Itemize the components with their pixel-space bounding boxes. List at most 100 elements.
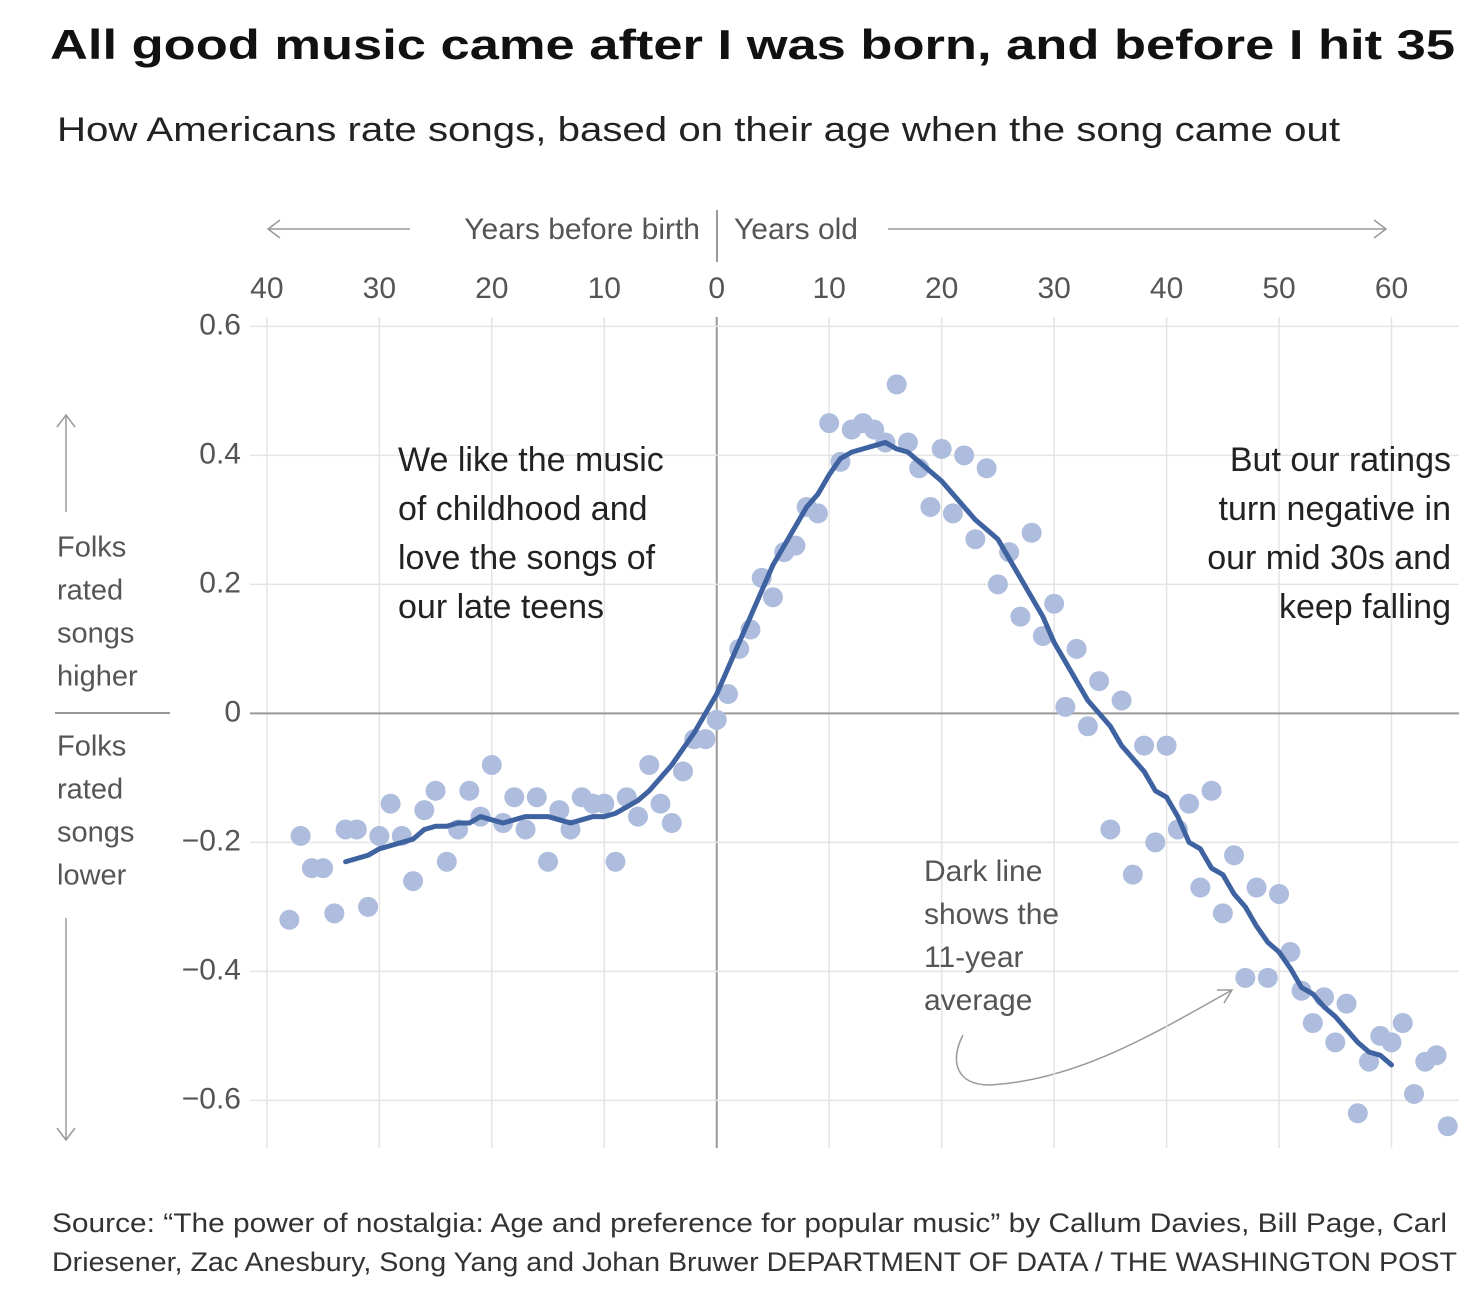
annotation: average xyxy=(924,984,1032,1017)
y-tick-label: −0.4 xyxy=(182,953,241,986)
data-point xyxy=(931,438,952,459)
data-point xyxy=(1077,716,1098,737)
data-point xyxy=(920,496,941,517)
data-point xyxy=(987,574,1008,595)
x-tick-label: 10 xyxy=(588,272,621,305)
y-tick-label: 0.6 xyxy=(199,308,241,341)
data-point xyxy=(436,851,457,872)
data-point xyxy=(459,780,480,801)
data-point xyxy=(1246,877,1267,898)
data-point xyxy=(358,896,379,917)
data-point xyxy=(1089,671,1110,692)
data-point xyxy=(886,374,907,395)
x-tick-label: 50 xyxy=(1262,272,1295,305)
annotation: lower xyxy=(57,860,127,892)
data-point xyxy=(1347,1103,1368,1124)
x-tick-label: 20 xyxy=(475,272,508,305)
annotation: of childhood and xyxy=(398,490,648,528)
data-point xyxy=(1201,780,1222,801)
source: Driesener, Zac Anesbury, Song Yang and J… xyxy=(52,1247,1457,1277)
annotation: our late teens xyxy=(398,588,604,626)
data-point xyxy=(762,587,783,608)
data-point xyxy=(279,909,300,930)
x-tick-label: 40 xyxy=(1150,272,1183,305)
y-tick-label: 0.2 xyxy=(199,566,241,599)
y-tick-label: 0 xyxy=(224,695,241,728)
data-point xyxy=(538,851,559,872)
data-point xyxy=(403,871,424,892)
data-point xyxy=(290,825,311,846)
data-point xyxy=(661,813,682,834)
data-point xyxy=(380,793,401,814)
annotation: keep falling xyxy=(1279,588,1451,626)
average-line xyxy=(343,439,1395,1068)
data-point xyxy=(425,780,446,801)
data-point xyxy=(560,819,581,840)
grid xyxy=(250,317,1459,1148)
annotation: But our ratings xyxy=(1230,441,1451,479)
x-tick-label: 60 xyxy=(1375,272,1408,305)
data-point xyxy=(1291,980,1312,1001)
data-point xyxy=(819,413,840,434)
data-point xyxy=(628,806,649,827)
data-point xyxy=(549,800,570,821)
data-point xyxy=(1134,735,1155,756)
annotation: Dark line xyxy=(924,855,1042,888)
x-tick-label: 0 xyxy=(708,272,725,305)
chart-subtitle: How Americans rate songs, based on their… xyxy=(57,111,1341,149)
data-point xyxy=(976,458,997,479)
y-tick-label: −0.6 xyxy=(182,1082,241,1115)
data-point xyxy=(942,503,963,524)
annotation: our mid 30s and xyxy=(1207,539,1451,577)
data-point xyxy=(324,903,345,924)
data-point xyxy=(346,819,367,840)
data-point xyxy=(526,787,547,808)
annotation: Folks xyxy=(57,731,126,763)
axis-label: Years before birth xyxy=(464,213,700,246)
data-point xyxy=(481,754,502,775)
annotation: rated xyxy=(57,774,123,806)
arrows xyxy=(55,210,1388,1142)
data-point xyxy=(807,503,828,524)
source: Source: “The power of nostalgia: Age and… xyxy=(52,1208,1447,1238)
data-point xyxy=(414,800,435,821)
data-point xyxy=(1055,696,1076,717)
data-point xyxy=(1437,1116,1458,1137)
data-point xyxy=(650,793,671,814)
data-point xyxy=(594,793,615,814)
data-point xyxy=(1359,1051,1380,1072)
data-point xyxy=(965,529,986,550)
y-tick-label: −0.2 xyxy=(182,824,241,857)
data-point xyxy=(313,858,334,879)
data-point xyxy=(1235,967,1256,988)
data-point xyxy=(1224,845,1245,866)
annotation: rated xyxy=(57,575,123,607)
annotation: songs xyxy=(57,618,134,650)
data-point xyxy=(1302,1012,1323,1033)
chart-title: All good music came after I was born, an… xyxy=(50,21,1455,68)
annotation: love the songs of xyxy=(398,539,656,577)
data-point xyxy=(897,432,918,453)
data-point xyxy=(1145,832,1166,853)
x-tick-label: 10 xyxy=(813,272,846,305)
data-point xyxy=(504,787,525,808)
data-point xyxy=(672,761,693,782)
data-point xyxy=(1426,1045,1447,1066)
x-tick-label: 20 xyxy=(925,272,958,305)
annotation: 11-year xyxy=(924,941,1024,974)
data-point xyxy=(1156,735,1177,756)
data-point xyxy=(785,535,806,556)
annotation: shows the xyxy=(924,898,1059,931)
data-point xyxy=(864,419,885,440)
data-point xyxy=(1021,522,1042,543)
data-point xyxy=(1190,877,1211,898)
data-point xyxy=(1111,690,1132,711)
data-point xyxy=(1392,1012,1413,1033)
y-tick-label: 0.4 xyxy=(199,437,241,470)
x-tick-label: 40 xyxy=(250,272,283,305)
annotation: Folks xyxy=(57,532,126,564)
data-point xyxy=(1269,883,1290,904)
data-point xyxy=(717,684,738,705)
data-point xyxy=(1179,793,1200,814)
